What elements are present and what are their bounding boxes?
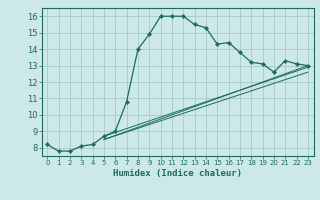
X-axis label: Humidex (Indice chaleur): Humidex (Indice chaleur) <box>113 169 242 178</box>
